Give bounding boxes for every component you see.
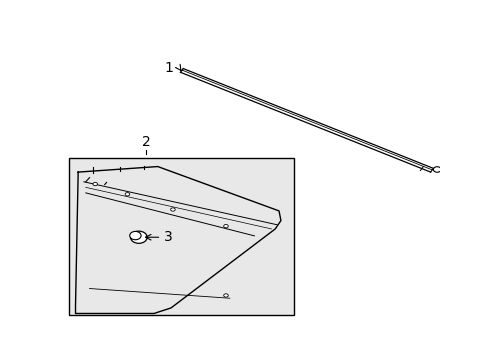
- Circle shape: [223, 225, 228, 228]
- Text: 3: 3: [145, 230, 173, 244]
- Text: 1: 1: [164, 61, 173, 75]
- Circle shape: [129, 231, 141, 240]
- Circle shape: [170, 208, 175, 211]
- Circle shape: [130, 231, 147, 243]
- Circle shape: [432, 167, 440, 172]
- Circle shape: [223, 294, 228, 297]
- Circle shape: [125, 193, 129, 196]
- Text: 2: 2: [142, 135, 150, 149]
- Circle shape: [93, 183, 97, 186]
- Bar: [68, 158, 294, 315]
